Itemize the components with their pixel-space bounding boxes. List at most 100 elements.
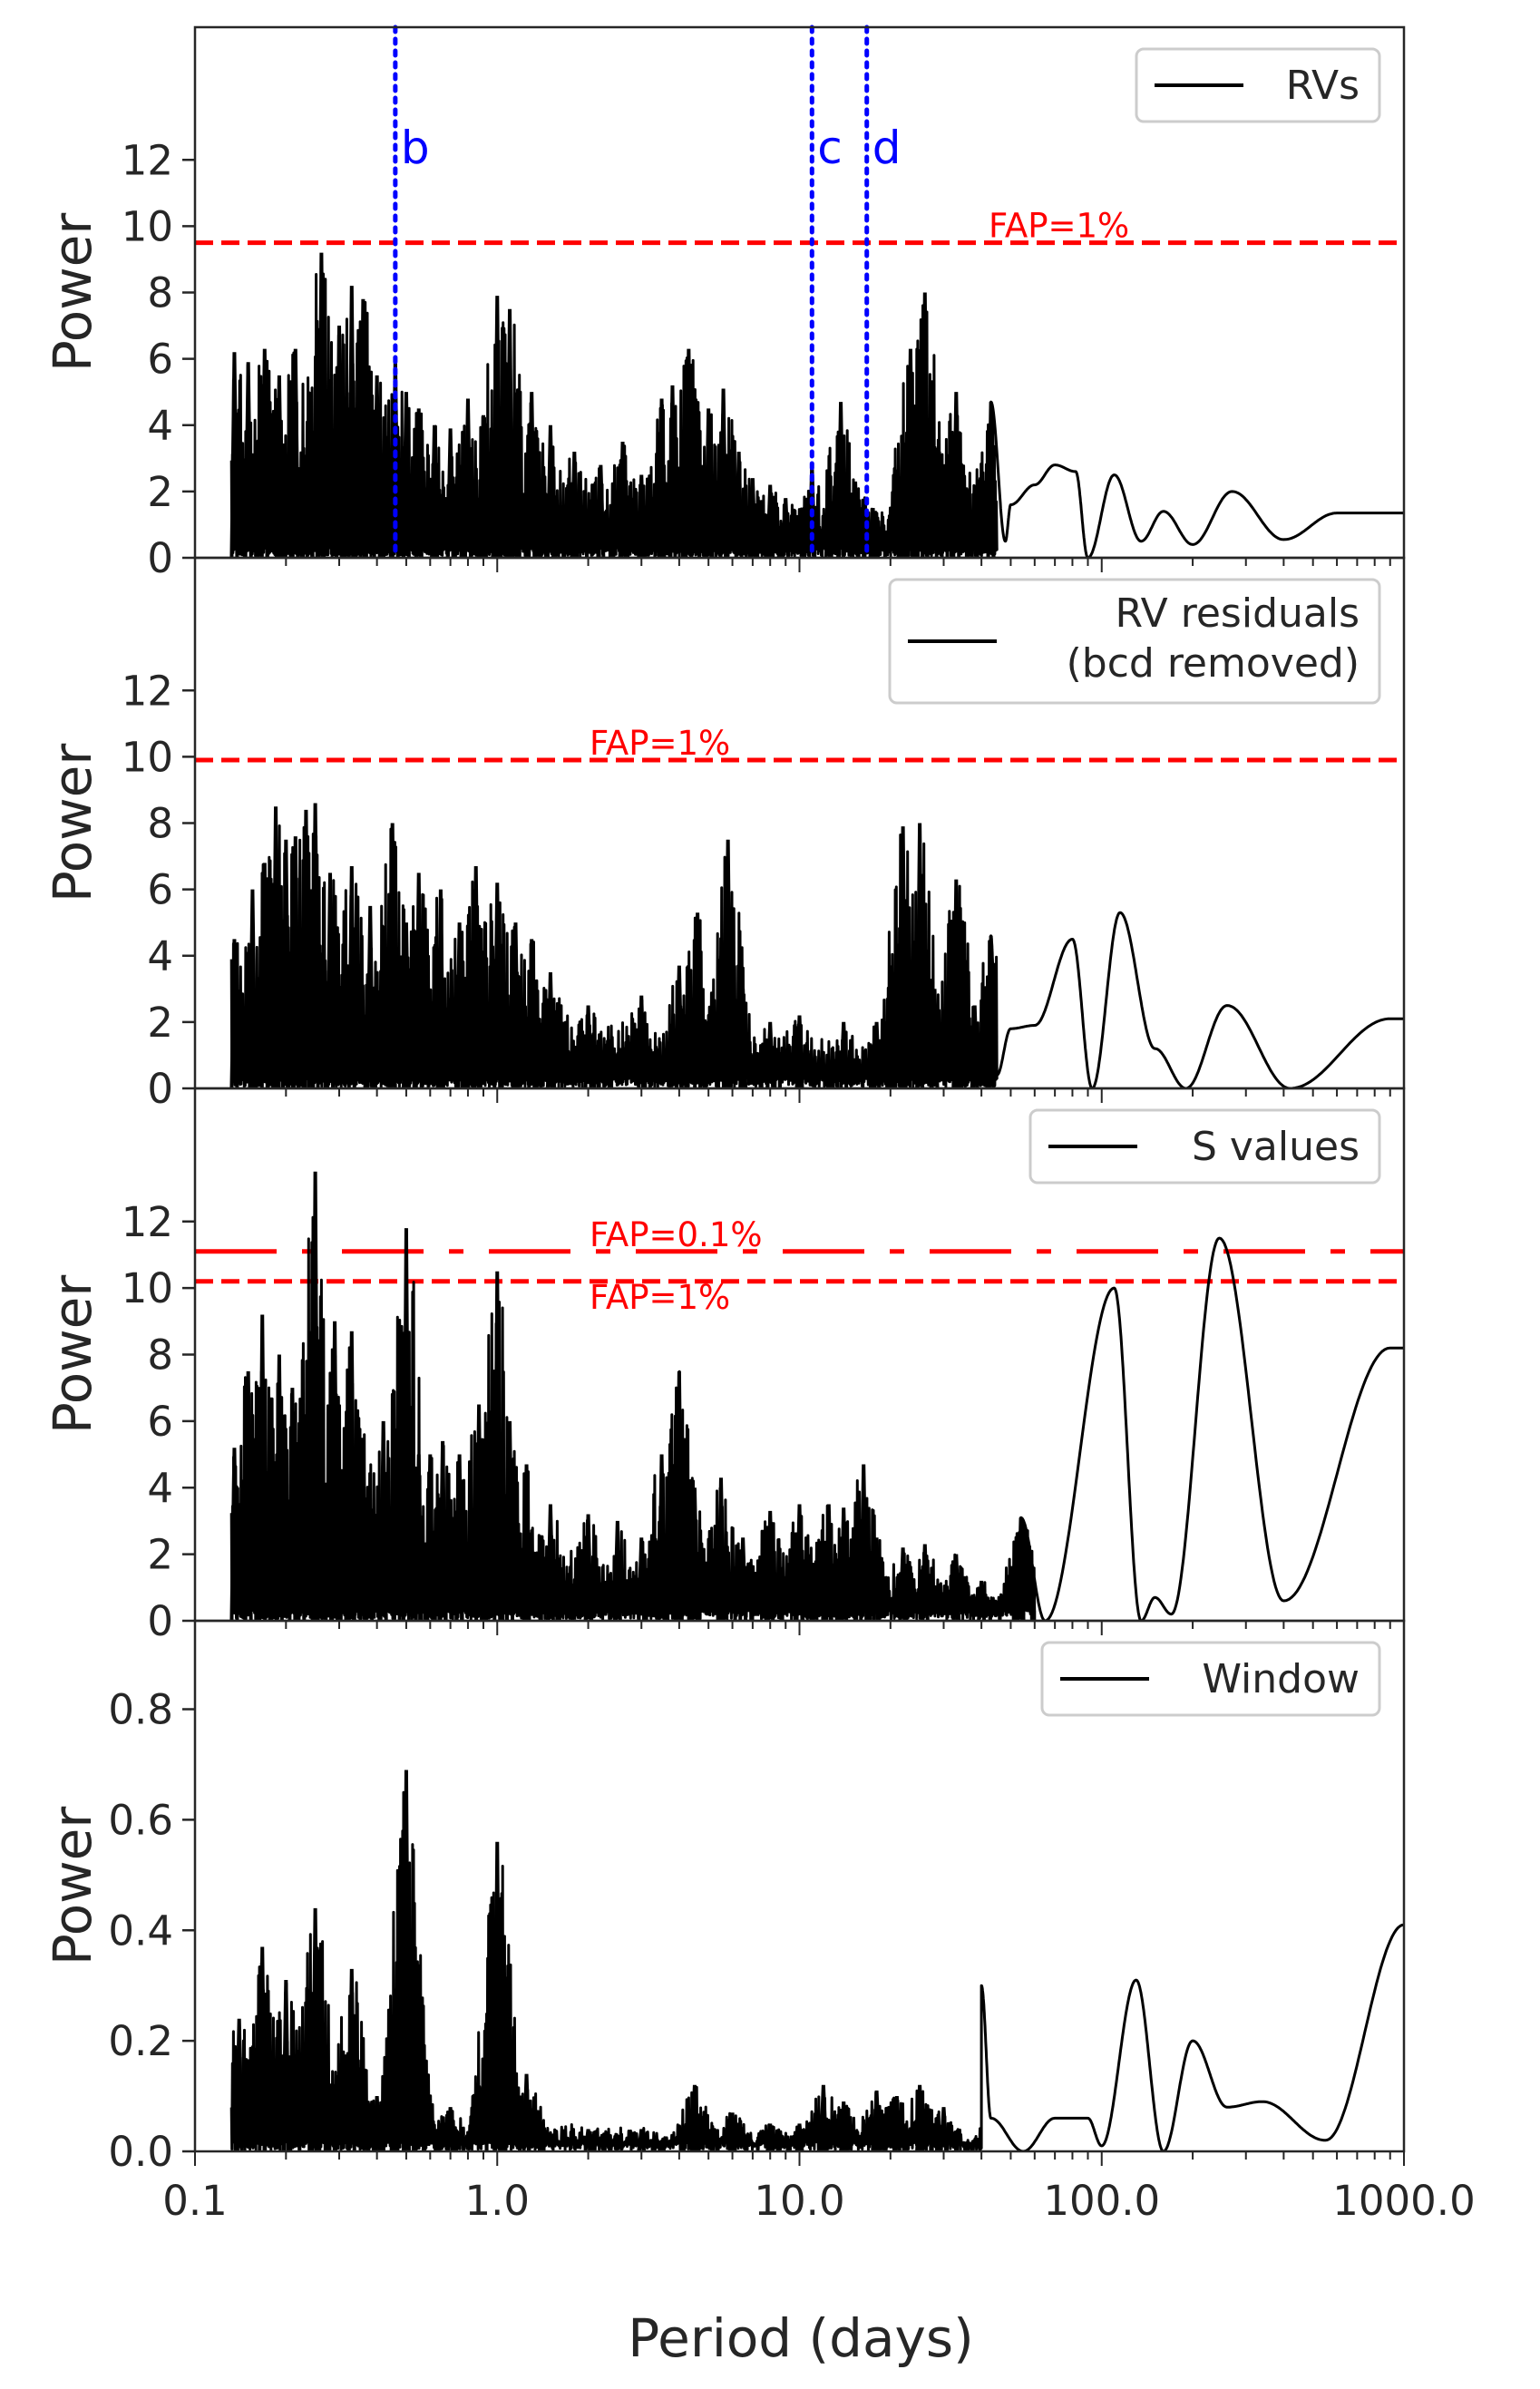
periodogram-peak [868, 508, 878, 558]
periodogram-peak [372, 375, 382, 558]
periodogram-peak [794, 2123, 804, 2151]
periodogram-peak [438, 1440, 448, 1621]
periodogram-peak [281, 1980, 291, 2151]
y-tick-label: 10 [122, 733, 173, 781]
y-tick-label: 0 [147, 534, 173, 582]
periodogram-peak [545, 424, 555, 558]
periodogram-peak [346, 1968, 356, 2151]
periodogram-peak [505, 308, 515, 558]
y-tick-label: 0.4 [108, 1906, 173, 1955]
periodogram-peak [689, 2084, 699, 2151]
periodogram-peak [684, 348, 694, 558]
periodogram-peak [818, 2084, 828, 2151]
periodogram-peak [898, 1547, 908, 1621]
periodogram-peak [970, 484, 980, 558]
periodogram-peak [435, 889, 445, 1088]
periodogram-peak [718, 388, 728, 558]
legend-label: S values [1192, 1124, 1360, 1170]
y-tick-label: 8 [147, 269, 173, 317]
periodogram-peak [716, 1477, 726, 1621]
periodogram-peak [414, 408, 424, 558]
periodogram-peak [372, 2095, 382, 2151]
legend: RV residuals(bcd removed) [888, 578, 1381, 705]
legend-label: RVs [1286, 63, 1360, 109]
periodogram-peak [297, 1420, 307, 1621]
periodogram-peak [317, 252, 327, 558]
planet-marker-label: b [401, 122, 430, 174]
periodogram-peak [463, 398, 473, 558]
periodogram-peak [521, 1464, 531, 1621]
periodogram-peak [970, 1005, 980, 1088]
periodogram-peak [414, 1454, 424, 1621]
periodogram-peak [898, 826, 908, 1088]
periodogram-line [229, 1214, 1404, 1621]
periodogram-peak [872, 1537, 882, 1621]
periodogram-peak [637, 1537, 647, 1621]
y-tick-label: 0.2 [108, 2017, 173, 2065]
periodogram-peak [657, 398, 667, 558]
y-tick-label: 10 [122, 202, 173, 250]
y-tick-label: 0.6 [108, 1796, 173, 1844]
periodogram-peak [310, 1907, 320, 2151]
periodogram-peak [505, 1420, 515, 1621]
panel-residuals: FAP=1% 0 2 4 6 8 10 12 Power RV residuals(bcd rem… [42, 556, 1406, 1113]
periodogram-peak [248, 889, 258, 1088]
periodogram-peak [765, 1021, 775, 1088]
planet-marker-label: c [817, 122, 843, 174]
periodogram-peak [229, 352, 239, 558]
periodogram-peak [430, 424, 440, 558]
x-tick-label: 1000.0 [1332, 2177, 1475, 2225]
periodogram-peak [674, 1370, 684, 1621]
periodogram-peak [898, 474, 908, 558]
periodogram-peak [274, 375, 284, 558]
periodogram-peak [492, 1841, 502, 2151]
periodogram-peak [511, 922, 521, 1088]
periodogram-peak [583, 1514, 593, 1621]
periodogram-peak [401, 922, 411, 1088]
periodogram-peak [704, 408, 714, 558]
periodogram-peak [689, 1487, 699, 1621]
periodogram-peak [824, 491, 833, 558]
periodogram-peak [920, 1544, 930, 1621]
periodogram-peak [872, 2090, 882, 2151]
periodogram-peak [259, 348, 269, 558]
legend: Window [1040, 1641, 1381, 1717]
periodogram-peak [366, 905, 375, 1088]
periodogram-peak [977, 1580, 987, 1621]
y-tick-label: 6 [147, 866, 173, 914]
periodogram-peak [358, 298, 368, 558]
y-tick-label: 6 [147, 1398, 173, 1446]
x-tick-label: 100.0 [1043, 2177, 1160, 2225]
periodogram-peak [378, 1420, 388, 1621]
y-axis-label: Power [42, 744, 103, 903]
periodogram-peak [637, 2129, 647, 2151]
periodogram-peak [346, 1331, 356, 1621]
periodogram-peak [693, 912, 703, 1088]
periodogram-peak [243, 1370, 253, 1621]
periodogram-peak [414, 873, 424, 1088]
periodogram-peak [258, 1314, 268, 1621]
panels: b c d FAP=1% 0 2 4 6 8 10 12 Power RVs FAP=1% 0 2 4 6 8 10 1… [42, 24, 1406, 2176]
periodogram-peak [454, 922, 464, 1088]
periodogram-peak [781, 498, 791, 558]
periodogram-peak [479, 414, 489, 558]
periodogram-peak [986, 402, 996, 558]
periodogram-peak [259, 863, 269, 1088]
x-tick-label: 0.1 [162, 2177, 228, 2225]
fap-label: FAP=1% [989, 207, 1129, 246]
periodogram-peak [836, 402, 846, 558]
y-tick-label: 4 [147, 402, 173, 450]
legend: RVs [1135, 47, 1381, 123]
periodogram-peak [618, 441, 628, 558]
periodogram-peak [747, 478, 757, 558]
periodogram-peak [326, 873, 336, 1088]
periodogram-peak [794, 1015, 804, 1088]
periodogram-peak [281, 839, 291, 1088]
periodogram-peak [905, 348, 915, 558]
y-tick-label: 4 [147, 1464, 173, 1512]
periodogram-peak [765, 484, 775, 558]
panel-rvs: b c d FAP=1% 0 2 4 6 8 10 12 Power RVs [42, 24, 1406, 582]
legend-label: Window [1203, 1656, 1360, 1702]
